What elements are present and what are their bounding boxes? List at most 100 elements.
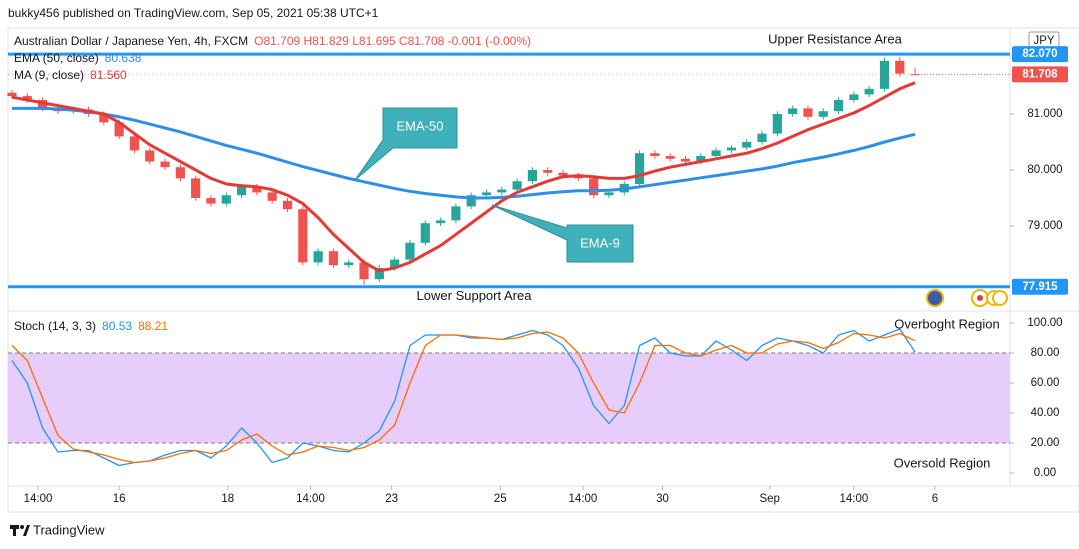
stoch-band	[8, 352, 1010, 443]
indicator-line	[12, 106, 916, 200]
candle-body	[282, 200, 293, 210]
candle-body	[558, 172, 568, 176]
candle-body	[344, 262, 354, 266]
published-line: bukky456 published on TradingView.com, S…	[8, 6, 379, 20]
level-tag	[1012, 278, 1068, 295]
x-tick-label: 18	[221, 493, 234, 505]
y-tick-label: 40.00	[1031, 407, 1060, 419]
candle-body	[145, 150, 155, 162]
ema50-callout-text: EMA-50	[397, 118, 444, 133]
candle-body	[711, 150, 721, 156]
candle-body	[160, 161, 170, 168]
footer-brand: TradingView	[33, 522, 105, 537]
candle-body	[864, 88, 874, 95]
candle-body	[665, 156, 675, 159]
candle-body	[22, 96, 32, 100]
y-tick-label: 79.000	[1027, 220, 1062, 232]
candle-body	[328, 251, 339, 266]
tradingview-logo	[10, 525, 30, 536]
ohlc-quote: O81.709 H81.829 L81.695 C81.708 -0.001 (…	[254, 34, 531, 48]
candle-body	[818, 111, 828, 117]
y-tick-label: 100.00	[1027, 317, 1062, 329]
candle-body	[221, 195, 231, 204]
indicator-value: 81.560	[90, 68, 127, 82]
ema9-callout	[491, 204, 634, 263]
candle-body	[313, 251, 323, 263]
stoch-value: 88.21	[138, 319, 168, 333]
y-tick-label: 20.00	[1031, 437, 1060, 449]
candle-body	[405, 242, 415, 260]
x-tick-label: 6	[932, 493, 938, 505]
y-tick-label: 81.000	[1027, 108, 1062, 120]
region-label: Oversold Region	[894, 455, 991, 470]
x-tick-label: 25	[494, 493, 507, 505]
candle-body	[772, 114, 782, 134]
currency-label: JPY	[1033, 35, 1054, 47]
candle-body	[191, 178, 201, 198]
candle-body	[298, 209, 308, 263]
candle-body	[726, 147, 737, 151]
indicator-line	[11, 81, 916, 273]
event-icon-dot	[977, 295, 983, 301]
x-tick-label: 16	[113, 493, 126, 505]
candle-body	[267, 192, 277, 201]
candle-body	[650, 153, 660, 156]
x-tick-label: 14:00	[296, 493, 325, 505]
candle-body	[236, 186, 247, 196]
level-tag-label: 77.915	[1022, 281, 1058, 293]
candle-body	[435, 220, 446, 224]
frame	[7, 27, 1079, 513]
level-tag	[1012, 46, 1068, 63]
indicator-line	[11, 328, 916, 467]
candle-body	[420, 223, 430, 243]
candle-body	[634, 153, 645, 184]
x-tick-label: 30	[656, 493, 669, 505]
candle-body	[481, 192, 492, 196]
event-icon	[992, 290, 1008, 306]
candle-body	[680, 158, 691, 162]
indicator-legend: EMA (50, close)	[14, 51, 99, 65]
candle-body	[788, 108, 798, 114]
candle-body	[374, 268, 384, 280]
level-name: Lower Support Area	[417, 288, 533, 303]
ema9-callout-text: EMA-9	[580, 235, 620, 250]
candle-body	[7, 92, 17, 97]
x-tick-label: 14:00	[569, 493, 598, 505]
candle-body	[742, 142, 752, 148]
candle-body	[497, 189, 507, 193]
symbol-title: Australian Dollar / Japanese Yen, 4h, FX…	[14, 34, 248, 48]
candle-body	[803, 108, 813, 117]
x-tick-label: 23	[385, 493, 398, 505]
ema50-callout	[354, 107, 458, 181]
candle-body	[451, 206, 461, 221]
candle-body	[390, 259, 400, 268]
y-tick-label: 80.000	[1027, 164, 1062, 176]
candle-body	[604, 192, 614, 196]
stoch-value: 80.53	[102, 319, 132, 333]
y-tick-label: 0.00	[1034, 467, 1056, 479]
plot-layer: 79.000 80.000 81.000 82.070 77.915 Upper Resi…	[7, 32, 1068, 505]
candle-body	[833, 100, 844, 112]
indicator-line	[11, 331, 916, 464]
level-name: Upper Resistance Area	[768, 32, 902, 47]
level-tag-label: 82.070	[1022, 48, 1057, 60]
indicator-value: 80.638	[105, 51, 142, 65]
candle-body	[114, 122, 124, 137]
candle-body	[696, 156, 706, 162]
y-tick-label: 80.00	[1031, 347, 1060, 359]
last-price-tag	[1012, 66, 1068, 83]
stoch-legend: Stoch (14, 3, 3)	[14, 319, 96, 333]
candle-body	[849, 94, 859, 100]
candle-body	[895, 60, 905, 74]
candle-body	[512, 181, 522, 190]
candle-body	[99, 114, 109, 123]
y-tick-label: 60.00	[1031, 377, 1060, 389]
x-tick-label: Sep	[759, 493, 779, 505]
candle-body	[543, 170, 553, 173]
x-tick-label: 14:00	[24, 493, 53, 505]
indicator-legend: MA (9, close)	[14, 68, 84, 82]
candle-body	[359, 262, 369, 280]
